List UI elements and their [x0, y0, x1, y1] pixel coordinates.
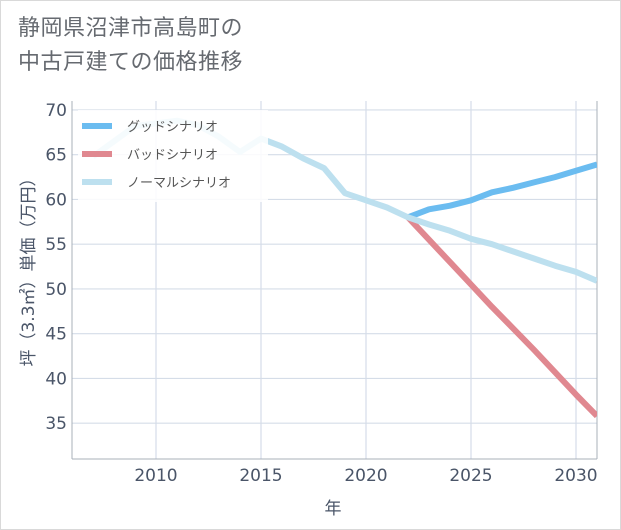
x-tick-label: 2010 [134, 466, 177, 486]
x-axis-label: 年 [325, 499, 342, 519]
grid [72, 101, 597, 459]
series-line-1 [405, 215, 597, 419]
legend-label-1: バッドシナリオ [127, 148, 218, 163]
y-tick-label: 60 [45, 190, 67, 210]
y-tick-label: 35 [45, 414, 67, 434]
y-tick-label: 70 [45, 101, 67, 121]
x-tick-label: 2020 [344, 466, 387, 486]
x-tick-label: 2015 [239, 466, 282, 486]
y-tick-label: 45 [45, 325, 67, 345]
series-line-0 [406, 161, 597, 221]
chart-title: 静岡県沼津市高島町の 中古戸建ての価格推移 [18, 12, 243, 80]
y-tick-label: 55 [45, 235, 67, 255]
legend-label-2: ノーマルシナリオ [127, 176, 231, 191]
y-axis-label: 坪（3.3㎡）単価（万円） [19, 169, 39, 366]
x-tick-label: 2030 [554, 466, 597, 486]
y-tick-label: 40 [45, 369, 67, 389]
legend-label-0: グッドシナリオ [127, 120, 218, 135]
title-line-1: 静岡県沼津市高島町の [18, 16, 244, 41]
title-line-2: 中古戸建ての価格推移 [18, 50, 244, 75]
y-tick-label: 65 [45, 146, 67, 166]
x-tick-label: 2025 [449, 466, 492, 486]
y-tick-label: 50 [45, 280, 67, 300]
